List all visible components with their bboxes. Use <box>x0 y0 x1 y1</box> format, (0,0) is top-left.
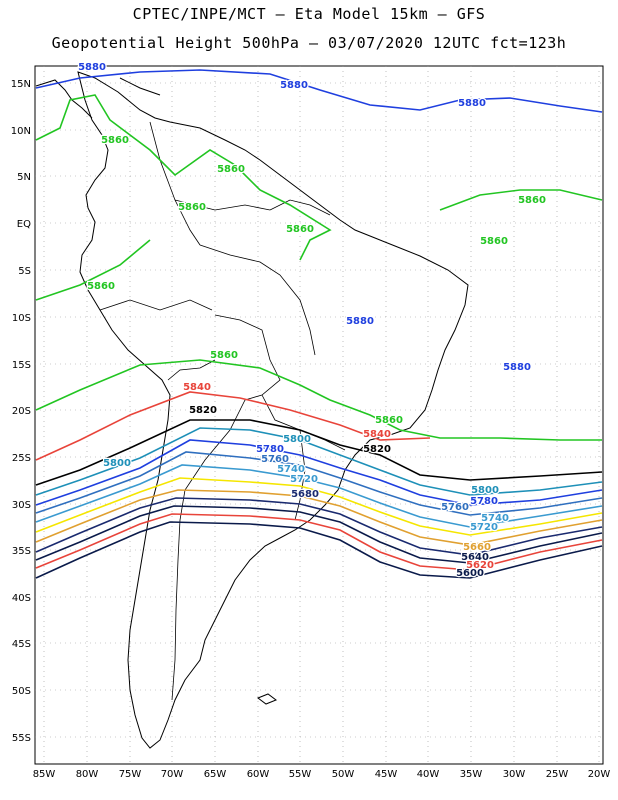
contour-label: 5720 <box>290 474 318 485</box>
lon-label: 80W <box>76 769 99 780</box>
contour-label: 5840 <box>363 429 391 440</box>
contour-line <box>35 439 603 506</box>
longitude-labels: 85W 80W 75W 70W 65W 60W 55W 50W 45W 40W 35W 30W 25W 2… <box>33 769 611 780</box>
lon-label: 50W <box>332 769 355 780</box>
lon-label: 70W <box>161 769 184 780</box>
title-field: Geopotential Height 500hPa – 03/07/2020 … <box>51 34 567 52</box>
contour-label: 5800 <box>471 485 499 496</box>
contour-label: 5780 <box>256 444 284 455</box>
contour-line <box>35 451 603 516</box>
lat-label: 15S <box>12 360 31 371</box>
contour-line <box>35 505 603 564</box>
lon-label: 65W <box>204 769 227 780</box>
south-america-coast <box>77 71 469 749</box>
contour-line <box>35 477 603 536</box>
contour-label: 5740 <box>481 513 509 524</box>
contour-label: 5860 <box>101 135 129 146</box>
lon-label: 30W <box>503 769 526 780</box>
lat-label: 20S <box>12 406 31 417</box>
central-america-coast <box>35 77 161 119</box>
contour-label: 5860 <box>480 236 508 247</box>
contour-label: 5660 <box>463 542 491 553</box>
contour-label: 5840 <box>183 382 211 393</box>
contour-label: 5820 <box>363 444 391 455</box>
lat-label: 35S <box>12 546 31 557</box>
lon-label: 85W <box>33 769 56 780</box>
contour-label: 5860 <box>87 281 115 292</box>
contour-label: 5860 <box>178 202 206 213</box>
lon-label: 60W <box>247 769 270 780</box>
contour-label: 5640 <box>461 552 489 563</box>
contour-label: 5680 <box>291 489 319 500</box>
contour-line <box>35 69 603 113</box>
lon-label: 45W <box>375 769 398 780</box>
lon-label: 35W <box>460 769 483 780</box>
lat-label: EQ <box>17 219 31 230</box>
contour-label: 5860 <box>375 415 403 426</box>
lon-label: 40W <box>417 769 440 780</box>
lat-label: 45S <box>12 639 31 650</box>
lat-label: 55S <box>12 733 31 744</box>
lat-label: 5N <box>17 172 31 183</box>
contour-label: 5880 <box>78 62 106 73</box>
contour-label: 5740 <box>277 464 305 475</box>
contour-label: 5600 <box>456 568 484 579</box>
lat-label: 50S <box>12 686 31 697</box>
contour-line <box>35 419 603 486</box>
contour-line <box>35 391 431 461</box>
contour-line <box>35 521 603 579</box>
contour-line <box>35 497 603 556</box>
lat-label: 5S <box>18 266 31 277</box>
contour-label: 5780 <box>470 496 498 507</box>
title-model: CPTEC/INPE/MCT – Eta Model 15km – GFS <box>132 5 486 23</box>
contour-label: 5620 <box>466 560 494 571</box>
lat-label: 10N <box>11 126 31 137</box>
contour-labels: 5880 5880 5880 5880 5880 5860 5860 5860 5860 5860… <box>77 61 547 581</box>
lat-label: 10S <box>12 313 31 324</box>
contour-label: 5880 <box>280 80 308 91</box>
map-frame <box>34 65 604 765</box>
lat-label: 30S <box>12 500 31 511</box>
falkland-islands <box>256 693 278 705</box>
contour-label: 5880 <box>346 316 374 327</box>
contour-line <box>35 489 603 546</box>
contour-label: 5860 <box>518 195 546 206</box>
contour-label: 5860 <box>286 224 314 235</box>
contour-line <box>35 464 603 528</box>
coastlines <box>35 71 469 749</box>
contour-label: 5880 <box>503 362 531 373</box>
contour-line <box>35 94 603 441</box>
lon-label: 55W <box>289 769 312 780</box>
lat-label: 25S <box>12 453 31 464</box>
lat-label: 15N <box>11 79 31 90</box>
lon-label: 75W <box>119 769 142 780</box>
contour-label: 5860 <box>217 164 245 175</box>
contour-lines <box>35 69 603 579</box>
latitude-labels: 15N 10N 5N EQ 5S 10S 15S 20S 25S 30S 35S 40S 45S 50S 5… <box>11 79 31 744</box>
lon-label: 25W <box>546 769 569 780</box>
contour-label: 5720 <box>470 522 498 533</box>
lat-label: 40S <box>12 593 31 604</box>
lon-label: 20W <box>588 769 611 780</box>
contour-label: 5760 <box>441 502 469 513</box>
contour-label: 5800 <box>103 458 131 469</box>
contour-label: 5860 <box>210 350 238 361</box>
contour-label: 5800 <box>283 434 311 445</box>
contour-line <box>35 427 603 496</box>
contour-label: 5760 <box>261 454 289 465</box>
contour-line <box>35 513 603 571</box>
contour-label: 5820 <box>189 405 217 416</box>
contour-label: 5880 <box>458 98 486 109</box>
